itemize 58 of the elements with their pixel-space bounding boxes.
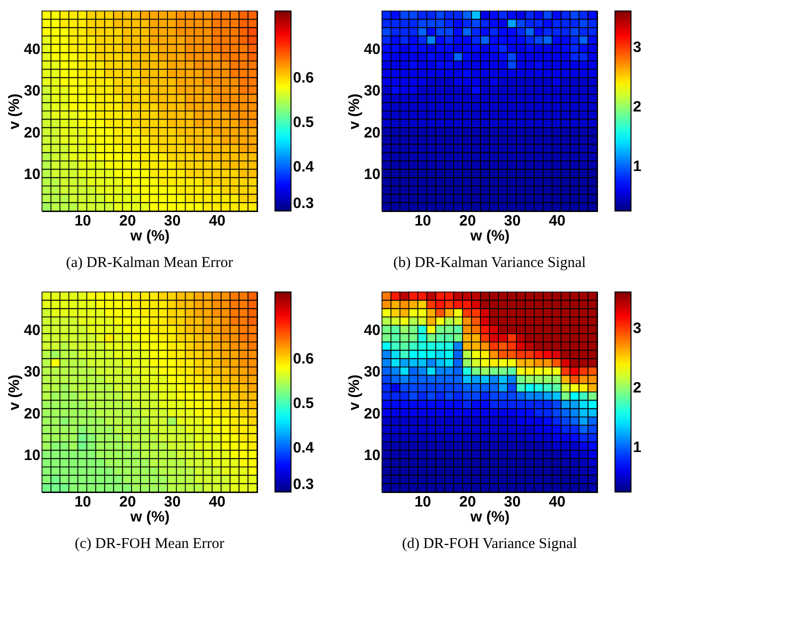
x-axis-title: w (%)	[469, 228, 510, 244]
y-axis-title: v (%)	[6, 374, 23, 410]
y-axis-title: v (%)	[346, 94, 363, 130]
color-bar-label: 0.5	[293, 395, 314, 412]
x-tick-label: 40	[548, 494, 566, 510]
y-tick-label: 30	[24, 82, 40, 100]
x-tick-label: 10	[414, 494, 432, 510]
y-axis-title: v (%)	[346, 374, 363, 410]
x-axis-title: w (%)	[469, 508, 510, 526]
x-tick-label: 20	[459, 212, 476, 230]
color-bar-label: 0.6	[293, 70, 314, 87]
x-tick-label: 30	[164, 212, 181, 230]
y-tick-label: 30	[364, 364, 380, 381]
color-bar-label: 3	[633, 38, 642, 56]
x-tick-label: 30	[504, 494, 521, 510]
color-bar-label: 0.5	[293, 114, 314, 132]
y-tick-label: 10	[364, 447, 380, 464]
x-tick-label: 10	[74, 212, 92, 230]
x-tick-label: 10	[74, 494, 92, 510]
y-tick-label: 30	[364, 82, 380, 100]
x-tick-label: 30	[164, 494, 181, 510]
y-tick-label: 30	[24, 364, 40, 381]
y-tick-label: 20	[24, 124, 40, 142]
color-bar-label: 0.4	[293, 158, 315, 176]
y-tick-label: 20	[24, 405, 40, 422]
x-tick-label: 20	[119, 494, 136, 510]
text: (b) DR-Kalman Variance Signal	[393, 255, 586, 271]
y-tick-label: 10	[364, 166, 380, 183]
y-tick-label: 20	[364, 405, 380, 422]
color-bar-label: 0.3	[293, 195, 314, 212]
text: (a) DR-Kalman Mean Error	[66, 255, 234, 271]
color-bar-label: 2	[633, 380, 642, 397]
x-tick-label: 20	[119, 212, 136, 230]
y-tick-label: 40	[24, 322, 40, 339]
color-bar-label: 1	[633, 439, 642, 456]
y-axis-title: v (%)	[6, 94, 23, 130]
text: (c) DR-FOH Mean Error	[74, 536, 224, 552]
color-bar-label: 0.6	[293, 350, 314, 368]
color-bar-label: 0.3	[293, 476, 314, 493]
x-tick-label: 10	[414, 212, 432, 230]
x-tick-label: 40	[208, 494, 226, 510]
color-bar-label: 1	[633, 158, 642, 176]
x-axis-title: w (%)	[129, 508, 170, 526]
x-tick-label: 40	[208, 212, 226, 230]
text: (d) DR-FOH Variance Signal	[402, 536, 578, 552]
y-tick-label: 40	[364, 41, 380, 58]
y-tick-label: 10	[24, 166, 40, 183]
x-tick-label: 30	[504, 212, 521, 230]
x-tick-label: 20	[459, 494, 476, 510]
y-tick-label: 40	[364, 322, 380, 339]
y-tick-label: 10	[24, 447, 40, 464]
color-bar-label: 3	[633, 320, 642, 337]
color-bar-label: 0.4	[293, 440, 315, 457]
x-tick-label: 40	[548, 212, 566, 230]
y-tick-label: 40	[24, 41, 40, 58]
y-tick-label: 20	[364, 124, 380, 142]
x-axis-title: w (%)	[129, 228, 170, 244]
color-bar-label: 2	[633, 98, 642, 116]
